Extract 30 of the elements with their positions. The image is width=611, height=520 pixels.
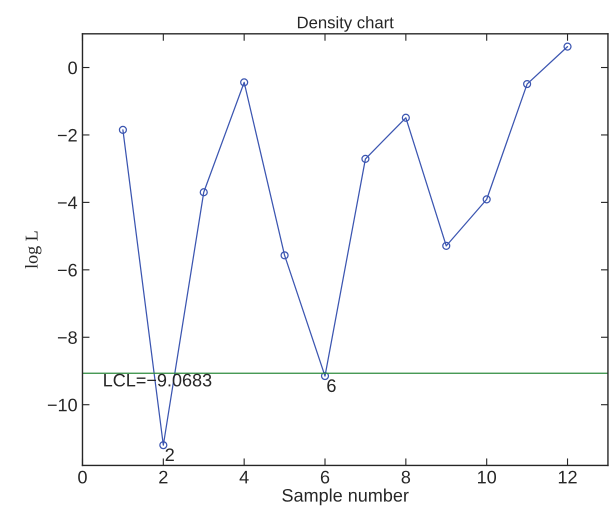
x-tick-label: 2 bbox=[159, 470, 168, 484]
point bbox=[402, 114, 410, 122]
point bbox=[361, 154, 370, 163]
point bbox=[523, 80, 532, 88]
y-tick-label: −4 bbox=[58, 196, 78, 209]
annotation: 6 bbox=[327, 379, 336, 392]
point bbox=[200, 188, 208, 196]
y-tick-label: 0 bbox=[68, 61, 77, 74]
annotation: 2 bbox=[166, 448, 174, 462]
y-axis-title: log L bbox=[25, 231, 42, 269]
point bbox=[482, 195, 491, 204]
point bbox=[320, 372, 330, 380]
point bbox=[442, 242, 450, 250]
point bbox=[159, 441, 168, 450]
x-tick-label: 10 bbox=[478, 470, 496, 484]
x-tick-label: 0 bbox=[78, 470, 87, 484]
point bbox=[118, 126, 127, 134]
y-tick-label: −6 bbox=[58, 264, 77, 277]
y-tick-label: −10 bbox=[48, 398, 77, 412]
point bbox=[240, 78, 248, 86]
x-tick-label: 12 bbox=[558, 470, 577, 484]
chart-title: Density chart bbox=[298, 16, 394, 32]
y-tick-label: −2 bbox=[58, 128, 77, 142]
y-tick-label: −8 bbox=[58, 331, 77, 344]
x-axis-title: Sample number bbox=[282, 488, 409, 506]
point bbox=[563, 42, 572, 51]
x-tick-label: 4 bbox=[240, 470, 249, 484]
x-tick-label: 6 bbox=[320, 470, 330, 484]
x-tick-label: 8 bbox=[402, 470, 410, 484]
point bbox=[280, 251, 289, 260]
